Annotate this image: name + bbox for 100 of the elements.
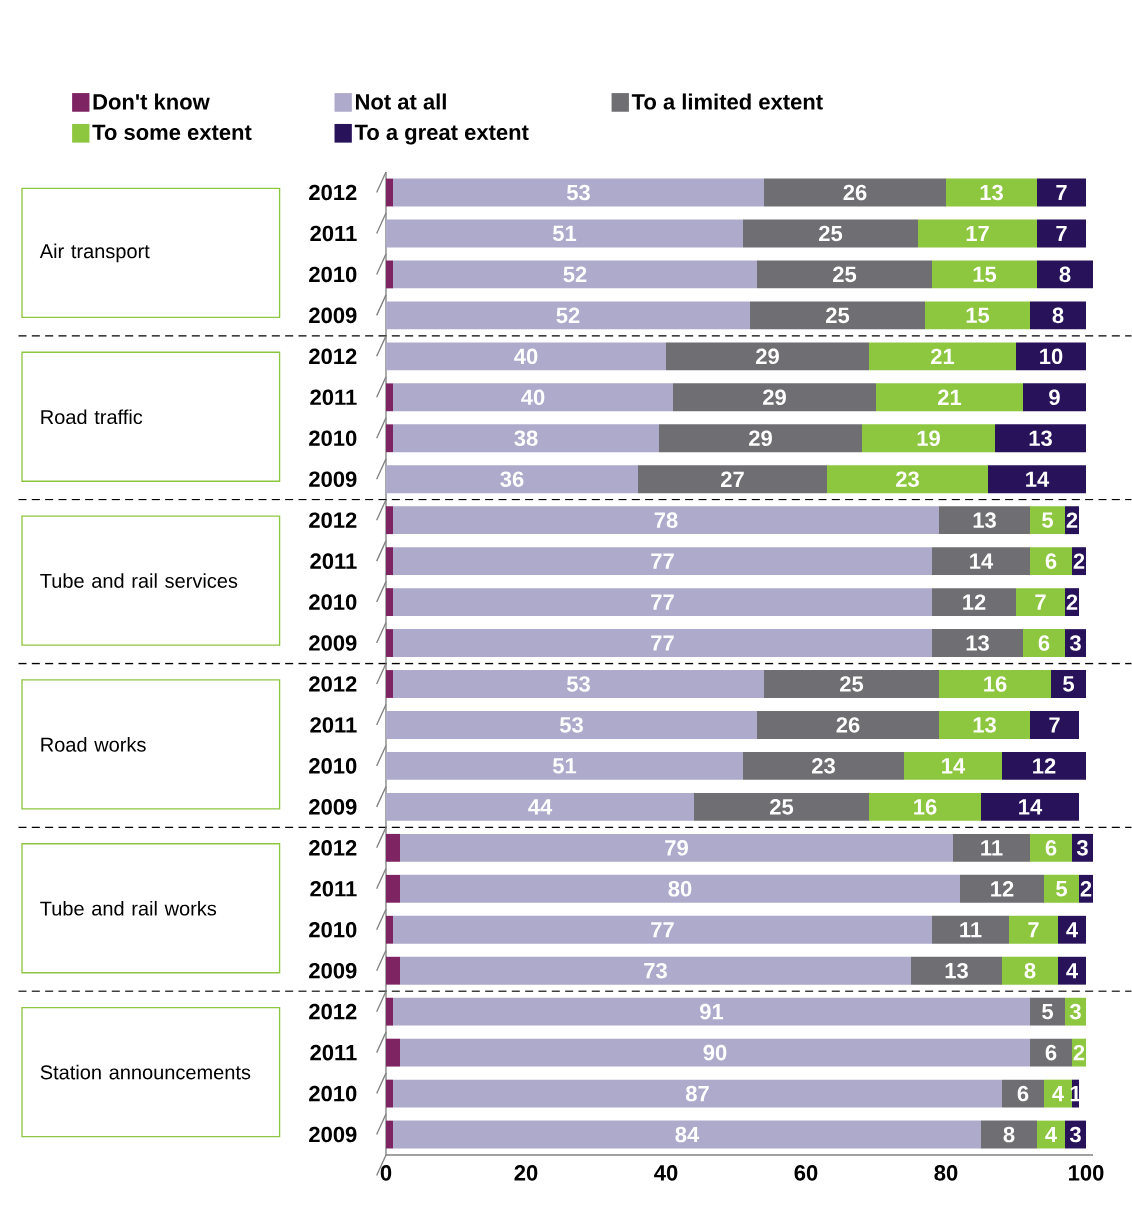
bar <box>399 833 953 862</box>
data-label: 77 <box>651 635 674 651</box>
data-label: 2 <box>1080 881 1092 897</box>
bar <box>938 711 1030 739</box>
bar <box>385 711 757 739</box>
y-tick-label: 2009 <box>309 1126 357 1143</box>
bar <box>952 833 1030 862</box>
bar <box>385 629 393 657</box>
data-label: 13 <box>973 717 996 733</box>
y-tick-label: 2009 <box>309 962 357 979</box>
data-label: 19 <box>917 430 940 447</box>
bar <box>826 465 988 494</box>
data-label: 4 <box>1045 1126 1057 1143</box>
y-tick-label: 2012 <box>309 840 357 856</box>
bar <box>392 424 659 453</box>
bar <box>385 301 750 330</box>
data-label: 53 <box>566 676 590 692</box>
data-label: 8 <box>1003 1126 1015 1143</box>
data-label: 53 <box>566 184 590 201</box>
data-label: 6 <box>1038 635 1050 651</box>
bar <box>399 874 960 903</box>
bar <box>1008 915 1058 944</box>
bar <box>756 711 939 739</box>
bar <box>987 465 1086 494</box>
bar <box>917 219 1037 248</box>
x-tick-label: 100 <box>1069 1165 1104 1181</box>
data-label: 90 <box>703 1044 727 1061</box>
bar <box>1015 342 1086 371</box>
data-label: 29 <box>763 389 786 406</box>
data-label: 77 <box>651 594 674 610</box>
bar <box>672 383 876 412</box>
bar <box>1029 997 1065 1026</box>
data-label: 40 <box>521 389 545 406</box>
data-label: 14 <box>942 758 966 774</box>
bar <box>385 915 393 944</box>
data-label: 29 <box>756 348 779 365</box>
data-label: 8 <box>1024 962 1036 979</box>
data-label: 23 <box>896 471 919 488</box>
data-label: 13 <box>1029 430 1052 447</box>
y-tick-label: 2010 <box>309 594 357 610</box>
bar <box>1001 956 1058 985</box>
data-label: 11 <box>960 922 982 938</box>
y-tick-label: 2009 <box>309 471 357 487</box>
data-label: 80 <box>668 880 692 897</box>
data-label: 8 <box>1052 307 1064 324</box>
bar <box>665 342 869 371</box>
bar <box>392 178 764 207</box>
legend-label: To some extent <box>92 124 252 141</box>
legend-label: To a limited extent <box>631 93 823 110</box>
bar <box>658 424 862 453</box>
data-label: 25 <box>840 676 864 692</box>
bar <box>385 874 400 903</box>
bar <box>385 424 393 453</box>
y-tick-label: 2011 <box>310 553 357 569</box>
data-label: 51 <box>552 225 577 242</box>
bar <box>910 956 1002 985</box>
data-label: 52 <box>556 307 580 324</box>
y-tick-label: 2011 <box>310 717 357 733</box>
text: Road traffic <box>41 409 143 425</box>
bar <box>931 547 1030 576</box>
data-label: 13 <box>945 962 968 979</box>
x-tick-label: 60 <box>794 1165 818 1181</box>
data-label: 7 <box>1049 717 1060 733</box>
y-tick-label: 2011 <box>310 389 357 406</box>
text: Tube and rail works <box>40 900 217 916</box>
y-tick-label: 2012 <box>309 348 357 365</box>
bar <box>385 792 694 821</box>
y-tick-label: 2012 <box>309 1003 357 1020</box>
bar <box>392 997 1030 1026</box>
bar <box>868 792 981 821</box>
data-label: 7 <box>1028 922 1039 938</box>
data-label: 87 <box>685 1085 709 1102</box>
bar <box>385 260 393 289</box>
bar <box>1015 588 1065 617</box>
y-tick-label: 2010 <box>309 430 357 447</box>
bar <box>903 751 1002 780</box>
data-label: 13 <box>966 635 989 651</box>
bar <box>399 956 911 985</box>
bar <box>385 833 400 862</box>
bar <box>1029 1038 1072 1067</box>
bar <box>1050 670 1086 698</box>
data-label: 25 <box>826 307 850 324</box>
data-label: 5 <box>1042 512 1054 528</box>
data-label: 6 <box>1045 553 1057 569</box>
bar <box>931 629 1023 657</box>
bar <box>392 1079 1002 1108</box>
bar <box>875 383 1023 412</box>
bar <box>385 956 400 985</box>
data-label: 6 <box>1017 1085 1029 1102</box>
data-label: 4 <box>1066 922 1078 938</box>
bar <box>931 260 1037 289</box>
data-label: 10 <box>1040 348 1063 365</box>
legend-label: Not at all <box>355 93 446 110</box>
bar <box>931 915 1009 944</box>
x-tick-label: 80 <box>934 1165 958 1181</box>
bar <box>385 178 393 207</box>
data-label: 3 <box>1069 635 1081 651</box>
data-label: 27 <box>721 471 744 487</box>
bar <box>385 997 393 1026</box>
data-label: 21 <box>938 389 962 405</box>
